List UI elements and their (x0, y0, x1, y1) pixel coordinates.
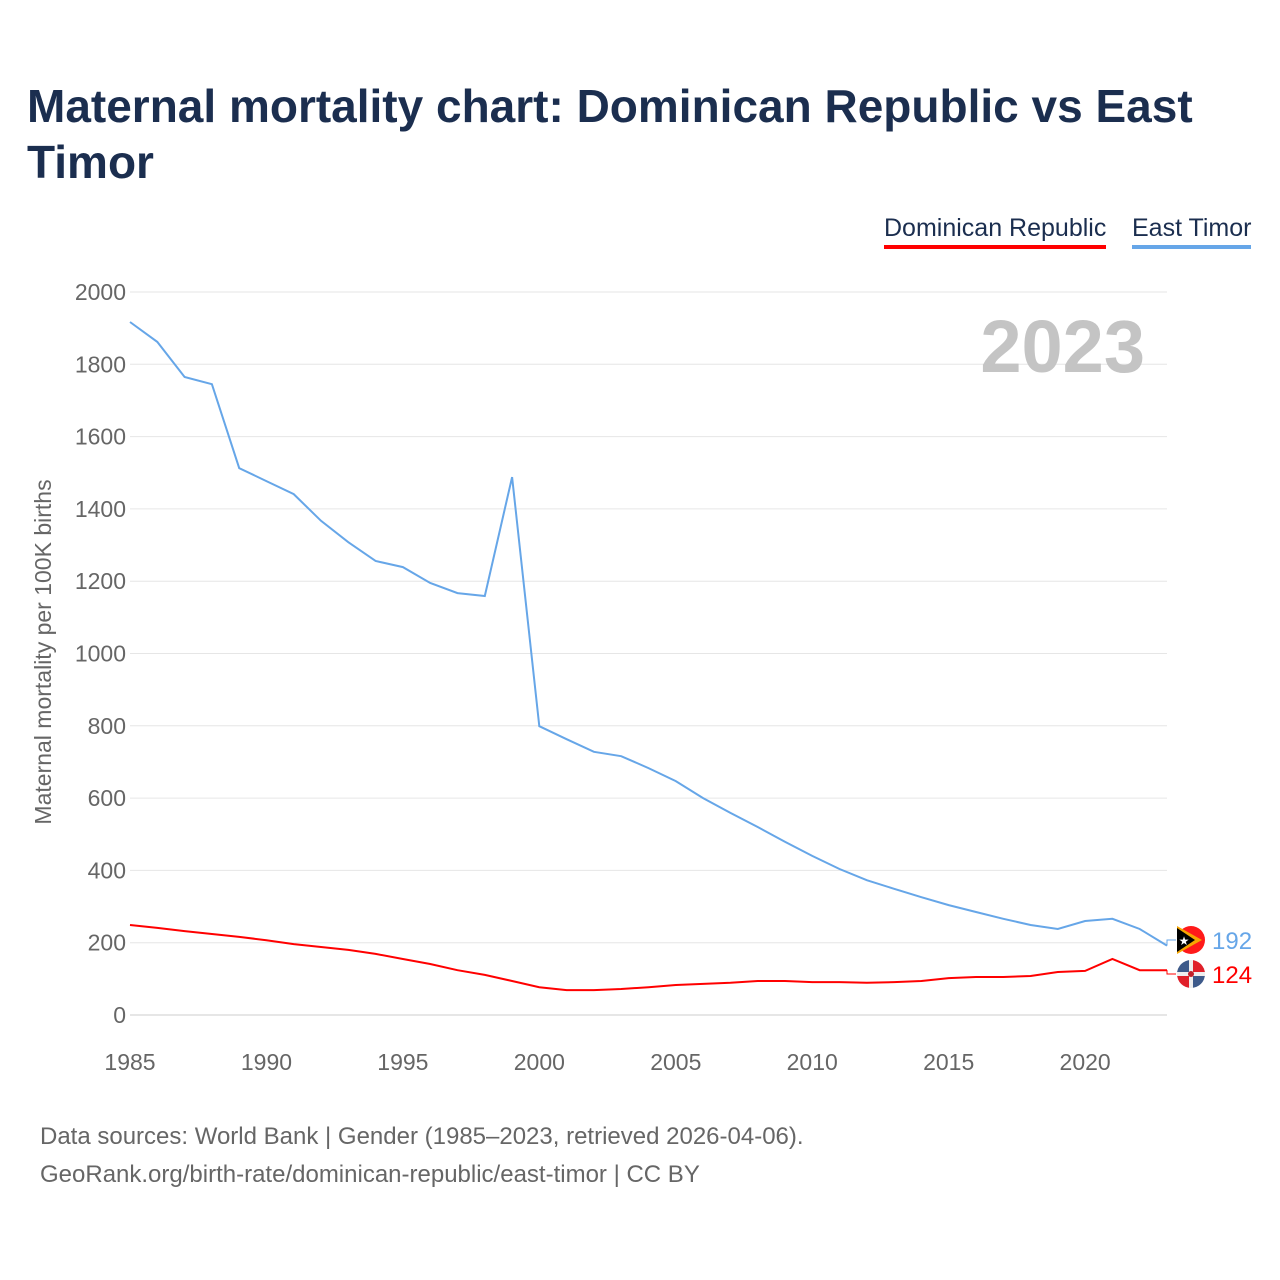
x-tick-label: 2020 (1060, 1049, 1111, 1075)
legend-east-timor[interactable]: East Timor (1132, 214, 1252, 249)
svg-text:★: ★ (1179, 934, 1190, 948)
y-axis-label: Maternal mortality per 100K births (30, 479, 56, 824)
y-tick-label: 800 (88, 713, 126, 739)
y-tick-label: 1400 (75, 496, 126, 522)
y-tick-label: 600 (88, 785, 126, 811)
y-tick-label: 400 (88, 857, 126, 883)
end-value-label-east-timor: 192 (1212, 928, 1252, 955)
series-line-east-timor (129, 321, 1168, 947)
legend-dominican-republic[interactable]: Dominican Republic (884, 214, 1107, 249)
east-timor-flag-icon: ★ (1177, 926, 1205, 954)
footer-link[interactable]: GeoRank.org/birth-rate/dominican-republi… (40, 1161, 700, 1188)
y-tick-label: 1800 (75, 351, 126, 377)
y-tick-label: 1000 (75, 641, 126, 667)
end-connector (1166, 939, 1176, 946)
end-value-label-dominican-republic: 124 (1212, 962, 1252, 989)
y-tick-label: 2000 (75, 279, 126, 305)
y-tick-label: 1200 (75, 568, 126, 594)
y-tick-label: 0 (113, 1002, 126, 1028)
end-connector (1166, 970, 1176, 975)
footer: Data sources: World Bank | Gender (1985–… (40, 1118, 804, 1194)
dominican-republic-flag-icon (1177, 960, 1205, 988)
x-tick-label: 2010 (787, 1049, 838, 1075)
chart-title: Maternal mortality chart: Dominican Repu… (27, 80, 1193, 188)
x-tick-label: 2015 (923, 1049, 974, 1075)
x-tick-label: 1995 (377, 1049, 428, 1075)
x-tick-label: 2005 (650, 1049, 701, 1075)
x-tick-label: 2000 (514, 1049, 565, 1075)
y-tick-label: 200 (88, 930, 126, 956)
x-tick-label: 1990 (241, 1049, 292, 1075)
footer-sources: Data sources: World Bank | Gender (1985–… (40, 1123, 804, 1150)
y-tick-label: 1600 (75, 424, 126, 450)
year-watermark: 2023 (980, 305, 1145, 388)
series-line-dominican-republic (129, 924, 1167, 992)
x-tick-label: 1985 (104, 1049, 155, 1075)
